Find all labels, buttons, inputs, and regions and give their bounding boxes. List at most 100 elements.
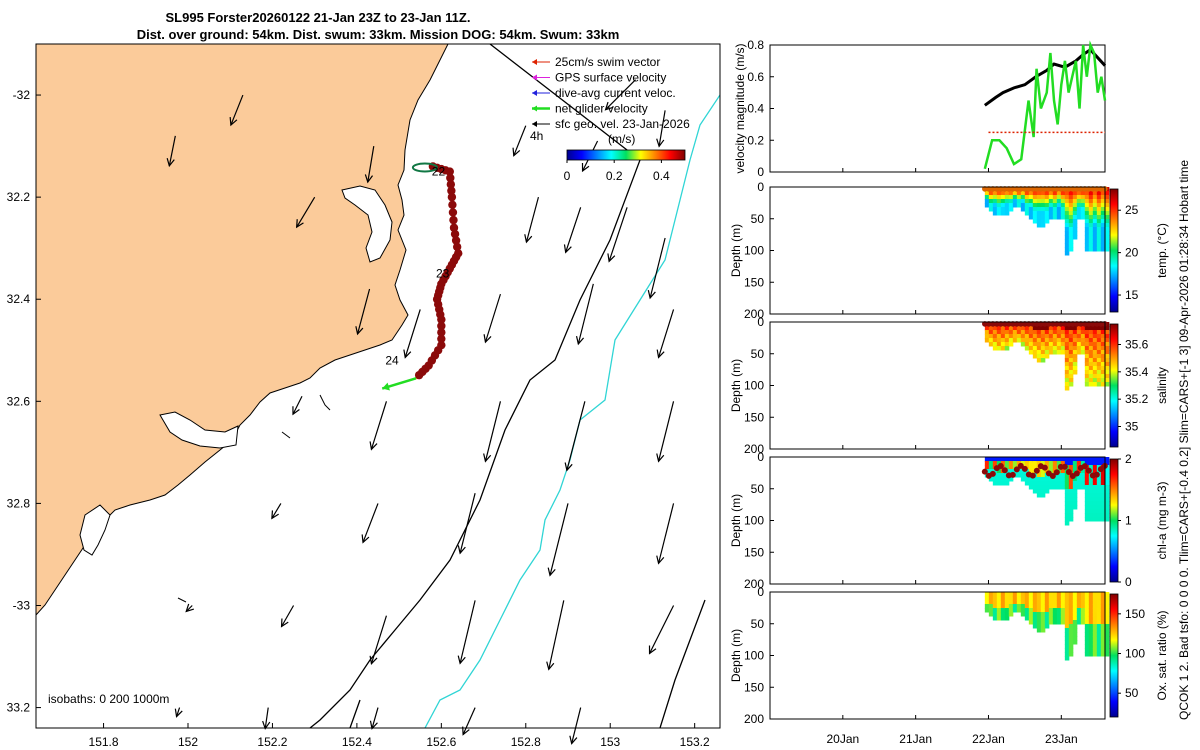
data-cell <box>1024 461 1030 466</box>
data-cell <box>1028 600 1034 605</box>
data-cell <box>984 465 990 470</box>
data-cell <box>1032 457 1038 462</box>
data-cell <box>1068 457 1074 462</box>
data-cell <box>1088 592 1094 597</box>
current-vector <box>607 207 628 263</box>
data-cell <box>1096 497 1102 502</box>
data-cell <box>1068 509 1074 514</box>
data-cell <box>1064 358 1070 363</box>
data-cell <box>1104 199 1110 204</box>
data-cell <box>1072 366 1078 371</box>
data-cell <box>996 596 1002 601</box>
data-cell <box>1048 481 1054 486</box>
data-cell <box>1040 473 1046 478</box>
data-cell <box>984 334 990 339</box>
data-cell <box>1104 509 1110 514</box>
data-cell <box>1088 207 1094 212</box>
colorbar-tick-label: 1 <box>1125 514 1132 528</box>
data-cell <box>1056 620 1062 625</box>
data-cell <box>1004 596 1010 601</box>
data-cell <box>1044 616 1050 621</box>
data-cell <box>1044 489 1050 494</box>
data-cell <box>1056 346 1062 351</box>
data-cell <box>1088 231 1094 236</box>
track-point <box>452 242 462 252</box>
data-cell <box>1024 600 1030 605</box>
data-cell <box>1048 592 1054 597</box>
data-cell <box>1096 219 1102 224</box>
data-cell <box>1104 517 1110 522</box>
data-cell <box>1036 338 1042 343</box>
data-cell <box>1064 199 1070 204</box>
data-cell <box>1036 215 1042 220</box>
data-cell <box>1048 616 1054 621</box>
data-cell <box>1052 334 1058 339</box>
data-cell <box>996 211 1002 216</box>
current-vector <box>524 196 540 244</box>
vector-head <box>656 453 665 463</box>
chla-max-point <box>1041 464 1048 471</box>
data-cell <box>1004 326 1010 331</box>
data-cell <box>1052 191 1058 196</box>
depth-tick-label: 50 <box>751 617 765 631</box>
depth-tick-label: 50 <box>751 347 765 361</box>
vector-head <box>185 603 195 613</box>
data-cell <box>1092 366 1098 371</box>
data-cell <box>1032 481 1038 486</box>
data-cell <box>1100 219 1106 224</box>
data-cell <box>1048 350 1054 355</box>
data-cell <box>1064 386 1070 391</box>
data-cell <box>1060 616 1066 621</box>
data-cell <box>1072 223 1078 228</box>
vector-shaft <box>371 707 379 729</box>
legend-arrowhead <box>532 74 537 81</box>
vector-head <box>462 726 470 736</box>
colorbar-tick-label: 0.4 <box>653 169 670 183</box>
data-cell <box>1096 223 1102 228</box>
data-cell <box>1048 191 1054 196</box>
data-cell <box>1064 624 1070 629</box>
data-cell <box>1056 211 1062 216</box>
data-cell <box>1000 592 1006 597</box>
data-cell <box>1056 457 1062 462</box>
data-cell <box>1056 199 1062 204</box>
data-cell <box>1104 358 1110 363</box>
vector-shaft <box>525 196 540 243</box>
current-vector <box>355 288 371 336</box>
current-vector <box>547 503 569 577</box>
data-cell <box>1080 461 1086 466</box>
data-cell <box>1104 334 1110 339</box>
vector-head <box>656 138 665 148</box>
data-cell <box>1088 513 1094 518</box>
data-cell <box>1104 652 1110 657</box>
data-cell <box>1072 207 1078 212</box>
data-cell <box>1084 338 1090 343</box>
data-cell <box>992 346 998 351</box>
data-cell <box>1084 342 1090 347</box>
data-cell <box>1052 596 1058 601</box>
map-x-tick-label: 152.6 <box>426 735 456 749</box>
data-cell <box>988 608 994 613</box>
data-cell <box>984 457 990 462</box>
data-cell <box>1040 616 1046 621</box>
data-cell <box>1088 203 1094 208</box>
data-cell <box>1004 465 1010 470</box>
data-cell <box>1080 338 1086 343</box>
data-cell <box>1052 612 1058 617</box>
vel-y-tick-label: 0.2 <box>747 133 764 147</box>
vector-head <box>280 618 289 628</box>
data-cell <box>1072 231 1078 236</box>
data-cell <box>1072 632 1078 637</box>
data-cell <box>988 477 994 482</box>
data-cell <box>1092 354 1098 359</box>
vector-head <box>262 720 271 730</box>
surface-point <box>1014 321 1020 327</box>
data-cell <box>1044 342 1050 347</box>
data-cell <box>1100 247 1106 252</box>
data-cell <box>1080 608 1086 613</box>
data-cell <box>1100 493 1106 498</box>
lake-4 <box>177 394 331 603</box>
data-cell <box>1104 378 1110 383</box>
data-cell <box>1092 624 1098 629</box>
vector-head <box>581 162 590 173</box>
